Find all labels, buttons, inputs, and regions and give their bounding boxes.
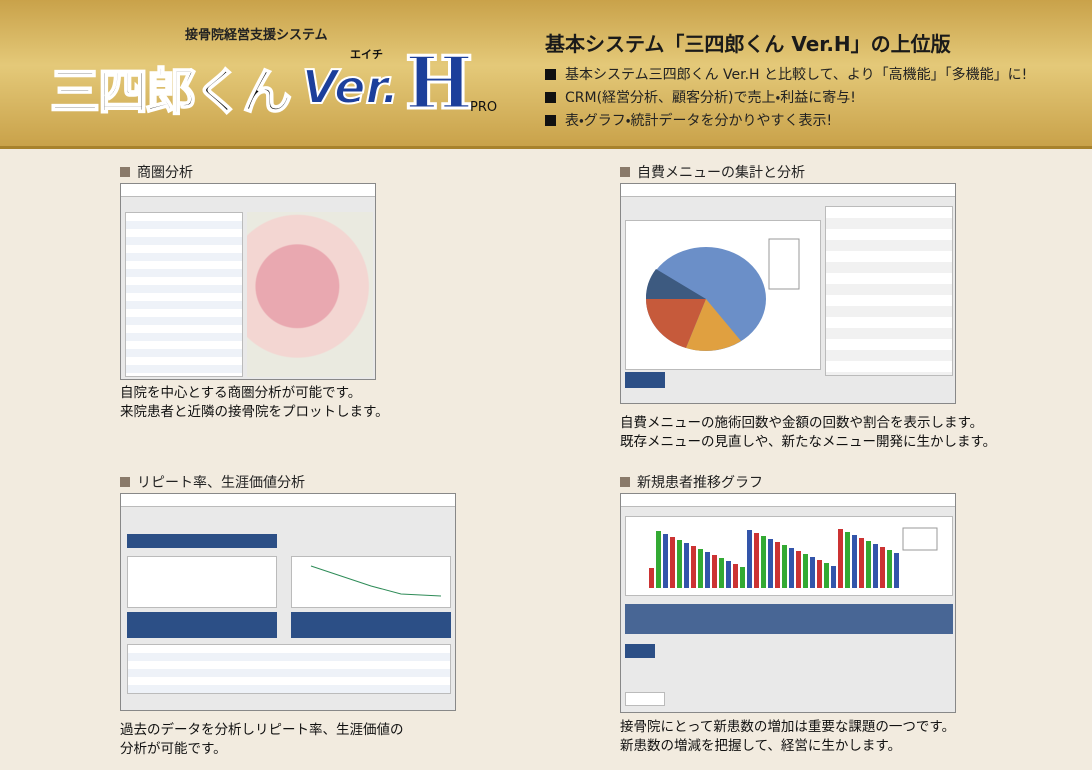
decor-bar: [656, 531, 661, 588]
description-line: 接骨院にとって新患数の増加は重要な課題の一つです。: [620, 718, 955, 737]
heading-text: 自費メニューの集計と分析: [637, 162, 805, 182]
decor-bar: [817, 560, 822, 588]
section-description: 接骨院にとって新患数の増加は重要な課題の一つです。 新患数の増減を把握して、経営…: [620, 718, 955, 756]
decor-bar: [768, 539, 773, 588]
decor-bar: [873, 544, 878, 588]
screenshot: [620, 493, 956, 713]
decor-bar: [719, 558, 724, 588]
section-heading: 自費メニューの集計と分析: [620, 162, 805, 182]
decor-bar: [796, 551, 801, 588]
logo-name: 三四郎くん: [50, 52, 290, 124]
logo-edition: PRO: [470, 100, 497, 115]
section-heading: 商圏分析: [120, 162, 193, 182]
decor-bar: [761, 536, 766, 588]
screenshot: [620, 183, 956, 404]
decor-bar: [754, 533, 759, 588]
decor-bar: [803, 554, 808, 588]
decor-bar: [810, 557, 815, 588]
screenshot: [120, 493, 456, 711]
section-description: 自院を中心とする商圏分析が可能です。 来院患者と近隣の接骨院をプロットします。: [120, 384, 389, 422]
decor-bar: [824, 563, 829, 588]
description-line: 過去のデータを分析しリピート率、生涯価値の: [120, 721, 404, 740]
decor-bar: [887, 550, 892, 588]
description-line: 自院を中心とする商圏分析が可能です。: [120, 384, 389, 403]
decor-bar: [838, 529, 843, 588]
bullet: 基本システム三四郎くん Ver.H と比較して、より「高機能」「多機能」に!: [545, 64, 1027, 84]
decor-bar: [747, 530, 752, 588]
section-heading: リピート率、生涯価値分析: [120, 472, 305, 492]
decor-bar: [691, 546, 696, 588]
bullet-text: 表・グラフ・統計データを分かりやすく表示!: [565, 110, 832, 130]
description-line: 来院患者と近隣の接骨院をプロットします。: [120, 403, 389, 422]
decor-bar: [677, 540, 682, 588]
decor-bar: [845, 532, 850, 588]
decor-bar: [852, 535, 857, 588]
logo-letter: H: [405, 40, 473, 125]
page: 接骨院経営支援システム 三四郎くん Ver. エイチ H PRO 基本システム「…: [0, 0, 1092, 770]
logo-version: Ver.: [302, 60, 399, 114]
decor-bar: [684, 543, 689, 588]
logo-ruby: エイチ: [350, 46, 383, 62]
header-title: 基本システム「三四郎くん Ver.H」の上位版: [545, 28, 951, 57]
header: 接骨院経営支援システム 三四郎くん Ver. エイチ H PRO 基本システム「…: [0, 0, 1092, 149]
decor-bar: [894, 553, 899, 588]
description-line: 分析が可能です。: [120, 740, 404, 759]
heading-text: リピート率、生涯価値分析: [137, 472, 305, 492]
decor-bar: [775, 542, 780, 588]
decor-bar: [782, 545, 787, 588]
section-description: 過去のデータを分析しリピート率、生涯価値の 分析が可能です。: [120, 721, 404, 759]
screenshot: [120, 183, 376, 380]
decor-bar: [740, 567, 745, 588]
heading-text: 商圏分析: [137, 162, 193, 182]
decor-bar: [663, 534, 668, 588]
decor-bar: [831, 566, 836, 588]
decor-bar: [733, 564, 738, 588]
section-description: 自費メニューの施術回数や金額の回数や割合を表示します。 既存メニューの見直しや、…: [620, 414, 996, 452]
bullet: 表・グラフ・統計データを分かりやすく表示!: [545, 110, 832, 130]
bullet-text: CRM(経営分析、顧客分析)で売上・利益に寄与!: [565, 87, 856, 107]
decor-bar: [880, 547, 885, 588]
decor-bar: [789, 548, 794, 588]
decor-bar: [712, 555, 717, 588]
decor-bar: [670, 537, 675, 588]
line-illustration: [291, 556, 451, 608]
bullet: CRM(経営分析、顧客分析)で売上・利益に寄与!: [545, 87, 856, 107]
decor-bar: [705, 552, 710, 588]
pie-illustration: [641, 229, 801, 359]
description-line: 新患数の増減を把握して、経営に生かします。: [620, 737, 955, 756]
heading-text: 新規患者推移グラフ: [637, 472, 763, 492]
decor-bar: [859, 538, 864, 588]
description-line: 自費メニューの施術回数や金額の回数や割合を表示します。: [620, 414, 996, 433]
decor-bar: [726, 561, 731, 588]
description-line: 既存メニューの見直しや、新たなメニュー開発に生かします。: [620, 433, 996, 452]
section-heading: 新規患者推移グラフ: [620, 472, 763, 492]
tagline: 接骨院経営支援システム: [185, 24, 328, 43]
bar-illustration: [641, 522, 941, 592]
decor-bar: [866, 541, 871, 588]
decor-bar: [698, 549, 703, 588]
decor-bar: [649, 568, 654, 588]
bullet-text: 基本システム三四郎くん Ver.H と比較して、より「高機能」「多機能」に!: [565, 64, 1027, 84]
